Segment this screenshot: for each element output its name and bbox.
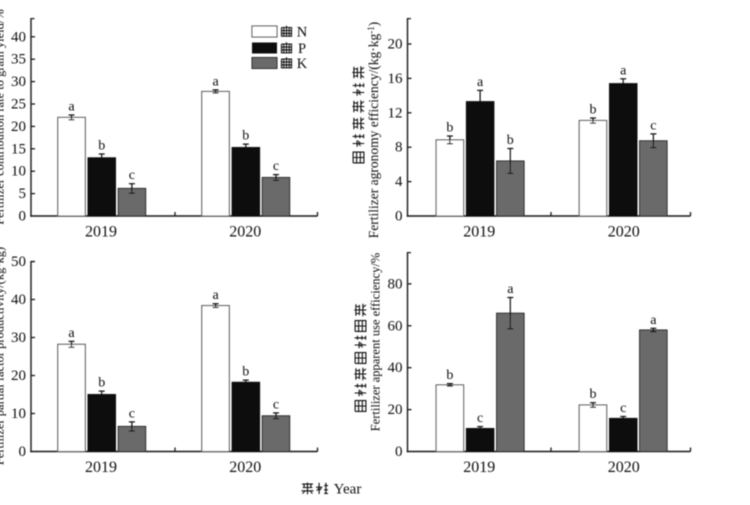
svg-text:b: b	[242, 365, 249, 380]
svg-text:a: a	[650, 313, 657, 328]
svg-text:0: 0	[19, 444, 27, 460]
svg-text:2019: 2019	[463, 459, 495, 476]
svg-text:10: 10	[11, 164, 26, 180]
svg-text:5: 5	[19, 186, 27, 202]
svg-text:a: a	[68, 326, 75, 341]
svg-text:b: b	[446, 121, 453, 136]
svg-text:Fertilizer agronomy efficiency: Fertilizer agronomy efficiency/(kg·kg-1)	[366, 22, 381, 238]
svg-text:b: b	[590, 387, 597, 402]
svg-text:P: P	[298, 41, 306, 57]
svg-text:4: 4	[395, 174, 403, 190]
svg-text:40: 40	[388, 360, 403, 376]
svg-text:a: a	[212, 74, 219, 89]
svg-text:a: a	[507, 282, 514, 297]
svg-text:20: 20	[388, 402, 403, 418]
svg-text:b: b	[98, 139, 105, 154]
svg-text:2019: 2019	[85, 459, 117, 476]
svg-text:2020: 2020	[608, 459, 640, 476]
svg-text:a: a	[620, 63, 627, 78]
svg-text:Fertilizer apparent use effici: Fertilizer apparent use efficiency/%	[369, 253, 383, 432]
svg-text:40: 40	[11, 292, 26, 308]
svg-text:b: b	[98, 376, 105, 391]
svg-text:20: 20	[11, 368, 26, 384]
svg-text:c: c	[129, 168, 135, 183]
svg-text:15: 15	[11, 141, 26, 157]
svg-text:30: 30	[11, 74, 26, 90]
svg-text:80: 80	[388, 276, 403, 292]
svg-text:a: a	[212, 288, 219, 303]
svg-text:40: 40	[11, 29, 26, 45]
svg-text:10: 10	[11, 406, 26, 422]
svg-text:b: b	[242, 129, 249, 144]
svg-text:60: 60	[388, 318, 403, 334]
svg-text:c: c	[273, 397, 279, 412]
svg-text:c: c	[273, 159, 279, 174]
svg-text:a: a	[68, 100, 75, 115]
svg-text:Fertilizer partial factor prod: Fertilizer partial factor productivity/(…	[0, 247, 7, 465]
svg-text:c: c	[129, 406, 135, 421]
svg-text:2019: 2019	[85, 224, 117, 241]
svg-text:30: 30	[11, 330, 26, 346]
svg-text:2020: 2020	[229, 224, 261, 241]
svg-text:12: 12	[388, 105, 403, 121]
svg-text:Fertilizer contribution rate t: Fertilizer contribution rate to grain yi…	[0, 9, 7, 225]
svg-text:8: 8	[395, 140, 403, 156]
svg-text:a: a	[477, 75, 484, 90]
svg-text:20: 20	[11, 119, 26, 135]
svg-text:0: 0	[395, 209, 403, 225]
svg-text:35: 35	[11, 52, 26, 68]
svg-text:b: b	[446, 368, 453, 383]
svg-text:2020: 2020	[608, 224, 640, 241]
svg-text:2019: 2019	[463, 224, 495, 241]
svg-text:0: 0	[395, 444, 403, 460]
svg-text:0: 0	[19, 209, 27, 225]
svg-text:20: 20	[388, 37, 403, 53]
svg-text:c: c	[650, 118, 656, 133]
svg-text:50: 50	[11, 254, 26, 270]
svg-text:25: 25	[11, 97, 26, 113]
svg-text:2020: 2020	[229, 459, 261, 476]
svg-text:c: c	[620, 401, 626, 416]
svg-text:b: b	[507, 133, 514, 148]
svg-text:16: 16	[388, 71, 404, 87]
svg-text:c: c	[477, 411, 483, 426]
svg-text:N: N	[297, 25, 308, 41]
svg-text:K: K	[297, 56, 308, 72]
svg-text:Year: Year	[334, 482, 362, 498]
svg-text:b: b	[590, 103, 597, 118]
